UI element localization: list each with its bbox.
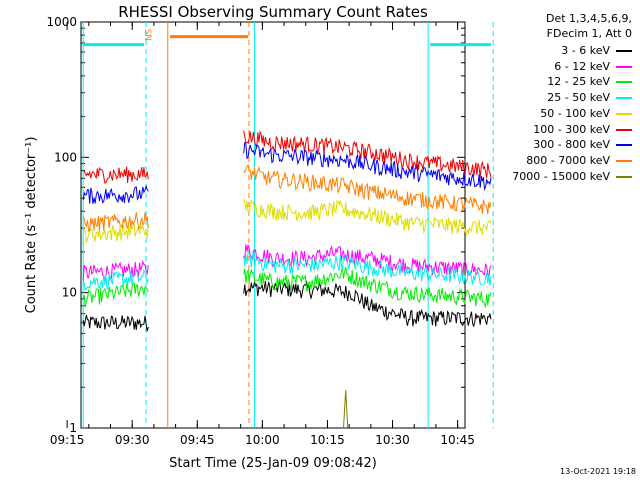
x-axis-label: Start Time (25-Jan-09 09:08:42): [169, 456, 377, 471]
legend-entry-label: 25 - 50 keV: [547, 91, 610, 105]
legend-entry: 800 - 7000 keV: [526, 154, 632, 168]
series-line: [243, 130, 492, 179]
series-line: [82, 282, 149, 308]
series-line: [343, 390, 349, 429]
series-line: [243, 266, 492, 309]
legend-entry-label: 6 - 12 keV: [554, 59, 610, 73]
legend-entry: 12 - 25 keV: [547, 75, 632, 89]
series-line: [243, 244, 492, 278]
legend-swatch: [616, 128, 632, 131]
series-line: [83, 166, 149, 184]
x-tick-label: 10:00: [245, 433, 280, 447]
legend-swatch: [616, 65, 632, 68]
legend-entry: 7000 - 15000 keV: [512, 170, 632, 184]
series-line: [82, 184, 149, 204]
y-axis-label: Count Rate (s⁻¹ detector⁻¹): [24, 137, 39, 314]
legend-entry-label: 800 - 7000 keV: [526, 153, 610, 167]
legend-swatch: [616, 175, 632, 178]
series-line: [82, 314, 149, 332]
legend-entry: 25 - 50 keV: [547, 91, 632, 105]
legend-entry-label: 3 - 6 keV: [561, 44, 610, 57]
series-line: [243, 198, 492, 236]
y-tick-label: 100: [54, 150, 77, 164]
legend-entry-label: 300 - 800 keV: [533, 138, 610, 152]
series-line: [82, 268, 149, 292]
legend-entry: 3 - 6 keV: [561, 44, 632, 58]
legend-swatch: [616, 144, 632, 147]
y-tick-label: 1000: [46, 15, 77, 29]
legend-entry-label: 50 - 100 keV: [540, 106, 610, 120]
legend-swatch: [616, 50, 632, 52]
legend-header-line-2: FDecim 1, Att 0: [546, 27, 632, 40]
legend-entry-label: 7000 - 15000 keV: [512, 169, 610, 183]
y-tick-label: 1: [69, 421, 77, 435]
x-tick-label: 09:30: [115, 433, 150, 447]
series-line: [82, 259, 149, 282]
legend-entry: 300 - 800 keV: [533, 138, 632, 152]
x-tick-label: 09:15: [50, 433, 85, 447]
series-line: [243, 163, 492, 215]
plot-frame: [80, 21, 466, 429]
legend-swatch: [616, 112, 632, 115]
x-tick-label: 10:45: [440, 433, 475, 447]
legend-swatch: [616, 97, 632, 100]
legend-header-line-1: Det 1,3,4,5,6,9,: [545, 12, 632, 25]
x-tick-label: 09:45: [180, 433, 215, 447]
legend-entry: 100 - 300 keV: [533, 123, 632, 137]
legend-entry-label: 12 - 25 keV: [547, 75, 610, 89]
legend-entry: 50 - 100 keV: [540, 107, 632, 121]
series-line: [243, 280, 492, 328]
legend-entry: 6 - 12 keV: [554, 60, 632, 74]
series-line: [243, 141, 492, 191]
series-line: [82, 212, 149, 232]
chart-title: RHESSI Observing Summary Count Rates: [118, 3, 428, 21]
footer-timestamp: 13-Oct-2021 19:18: [560, 467, 636, 476]
flag-bar-label: SN: [142, 29, 152, 41]
legend-swatch: [616, 81, 632, 84]
series-line: [243, 251, 492, 286]
x-tick-label: 10:30: [375, 433, 410, 447]
legend-entry-label: 100 - 300 keV: [533, 122, 610, 136]
y-tick-label: 10: [62, 286, 77, 300]
x-tick-label: 10:15: [310, 433, 345, 447]
legend-swatch: [616, 159, 632, 162]
series-line: [82, 222, 149, 243]
